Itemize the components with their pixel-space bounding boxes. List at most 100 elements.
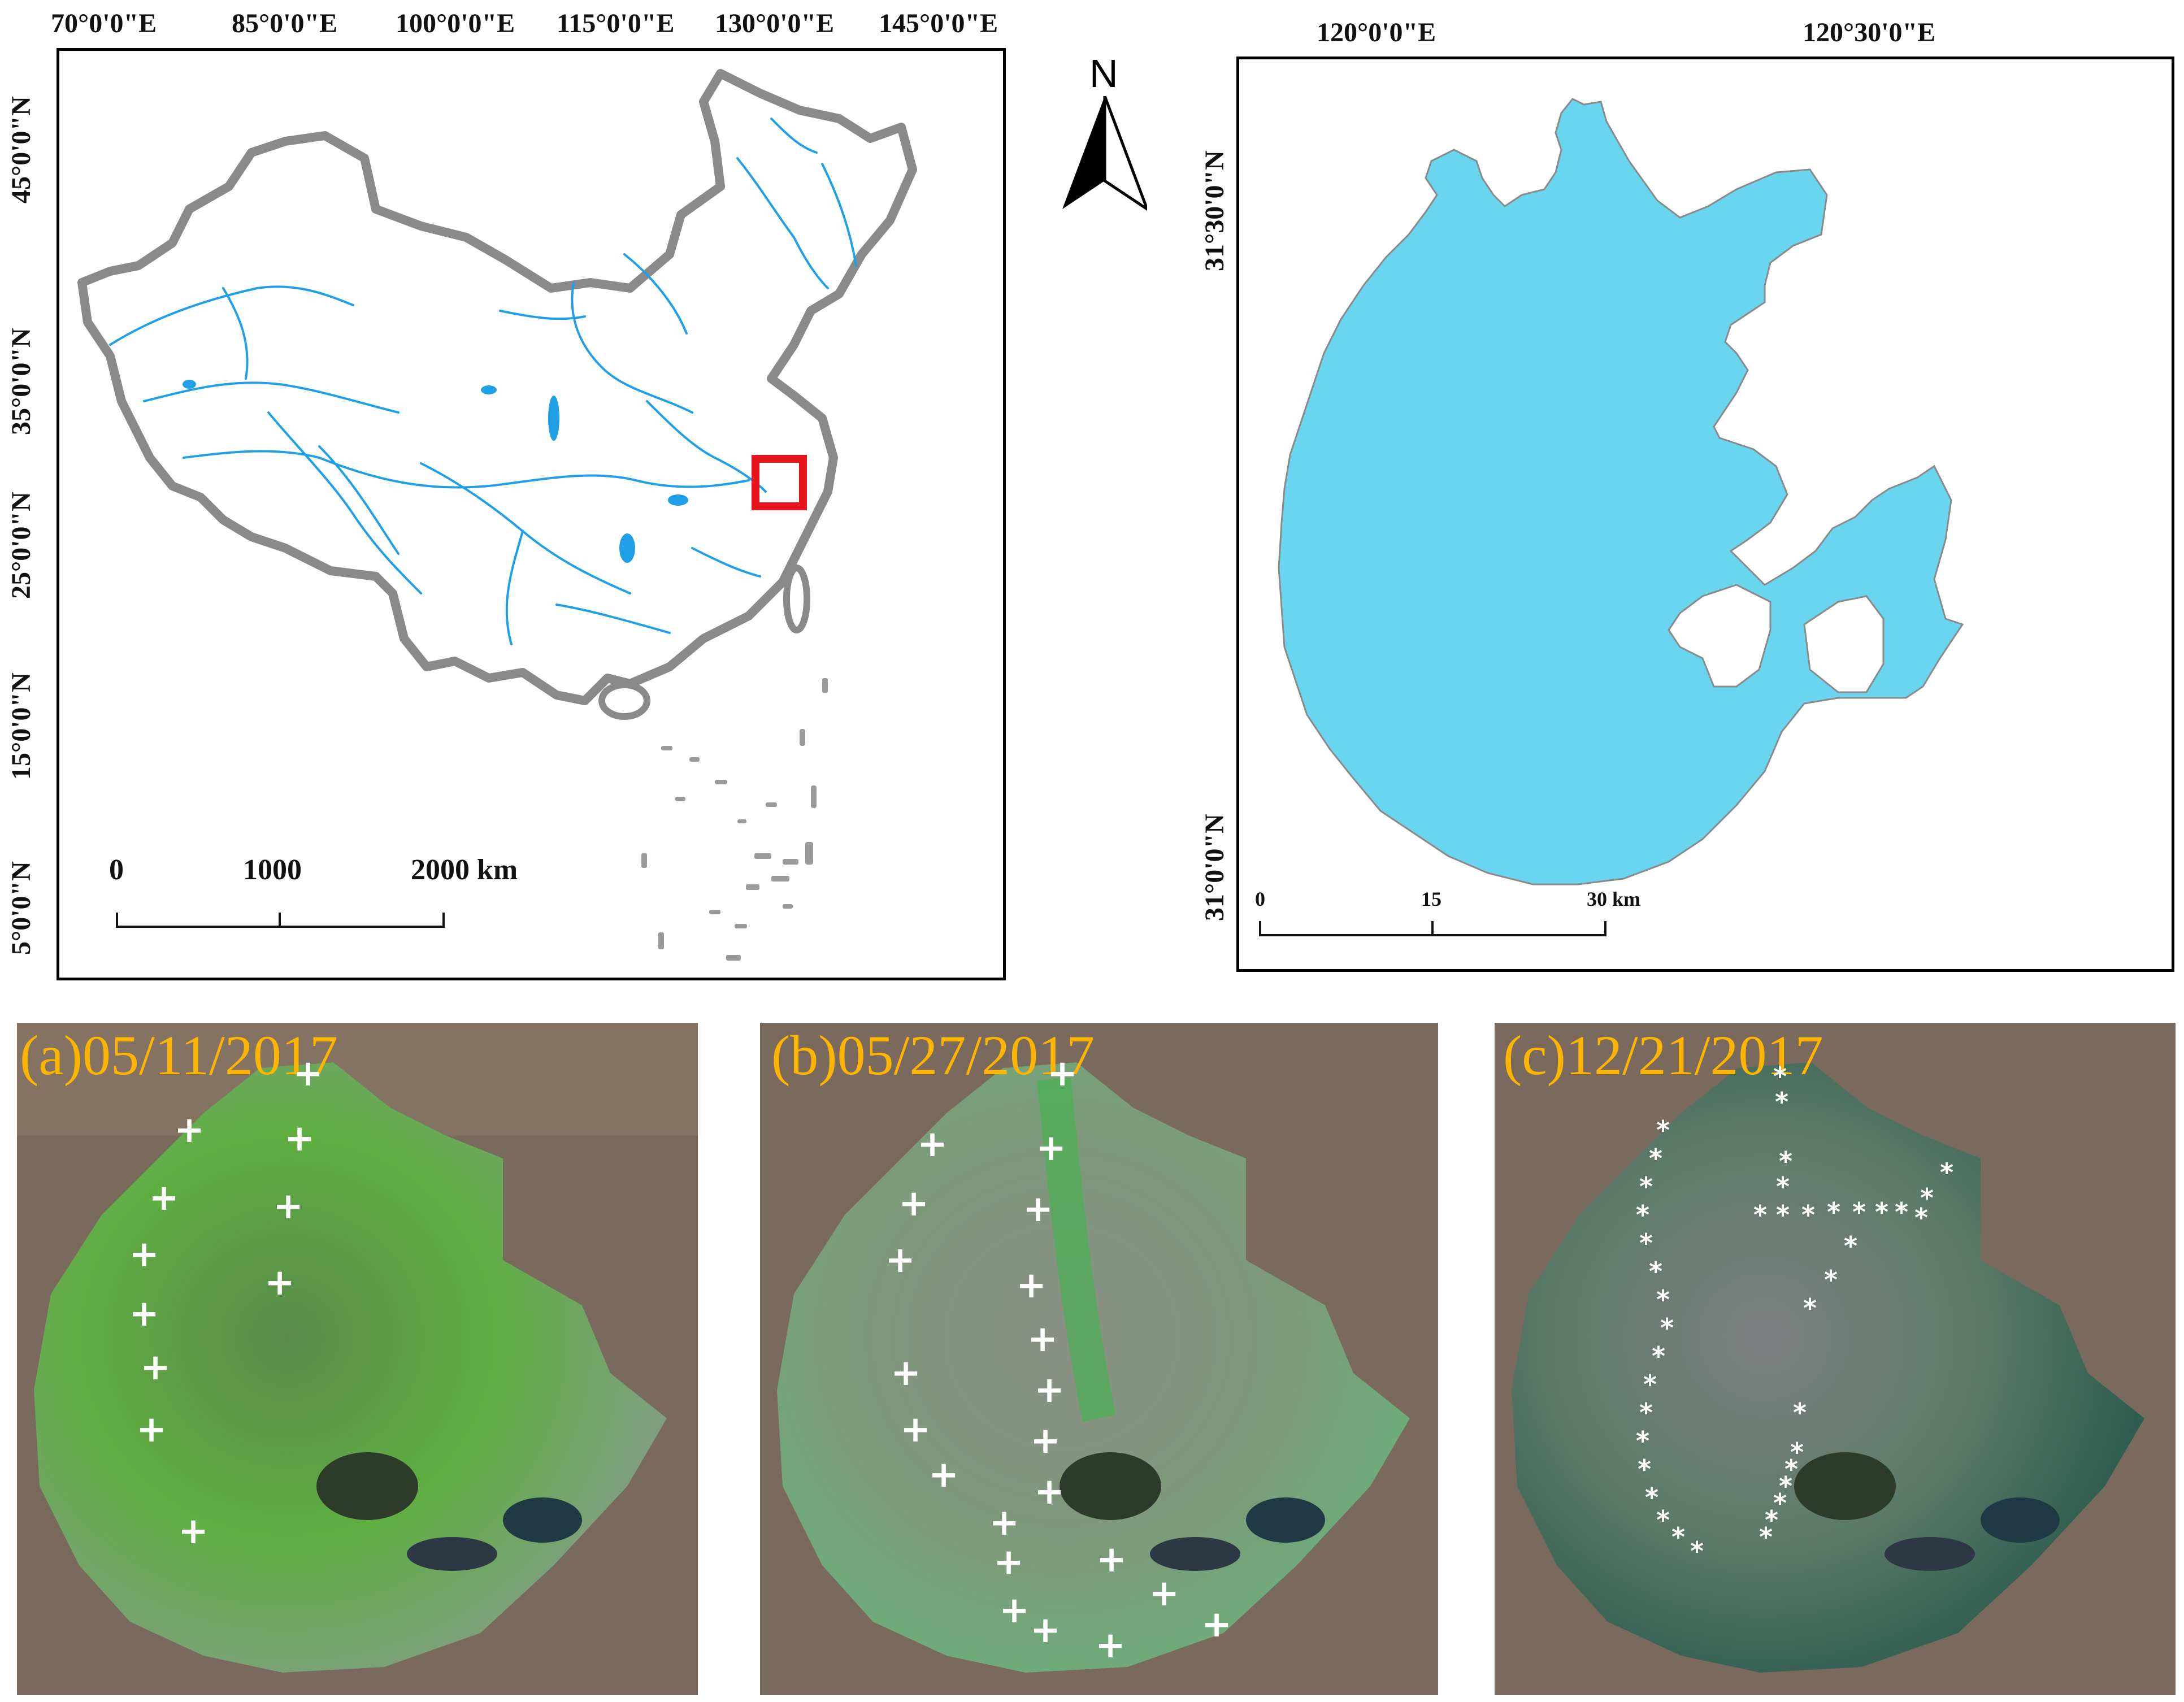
plus-icon: +	[1034, 1471, 1065, 1513]
star-icon: *	[1914, 1202, 1929, 1233]
star-icon: *	[1826, 1197, 1841, 1227]
plus-icon: +	[1201, 1604, 1232, 1645]
star-icon: *	[1894, 1197, 1909, 1227]
plus-icon: +	[1096, 1539, 1127, 1581]
north-arrow: N	[1062, 51, 1147, 220]
lake-blob	[548, 396, 559, 441]
star-icon: *	[1803, 1293, 1817, 1323]
star-icon: *	[1778, 1471, 1793, 1501]
plus-icon: +	[129, 1234, 159, 1275]
plus-icon: +	[885, 1239, 915, 1281]
plus-icon: +	[1034, 1369, 1065, 1411]
panel-a-title: (a)05/11/2017	[20, 1024, 338, 1087]
south-sea-islands	[641, 678, 828, 961]
lake-scale-end: 30 km	[1587, 888, 1641, 910]
plus-icon: +	[917, 1123, 948, 1165]
star-icon: *	[1671, 1522, 1686, 1552]
plus-icon: +	[1036, 1127, 1066, 1169]
star-icon: *	[1790, 1437, 1804, 1467]
satellite-panel-b: (b)05/27/2017 + + + + + + + + + + + + + …	[760, 1023, 1438, 1695]
star-icon: *	[1939, 1157, 1954, 1188]
plus-icon: +	[1047, 1053, 1078, 1095]
taiwan-island	[783, 565, 810, 633]
china-lat-label: 5°0'0"N	[6, 861, 36, 955]
plus-icon: +	[129, 1293, 159, 1335]
star-icon: *	[1920, 1183, 1934, 1213]
star-icon: *	[1852, 1197, 1866, 1227]
china-lon-label: 85°0'0"E	[232, 8, 338, 38]
plus-icon: +	[1095, 1625, 1126, 1666]
plus-icon: +	[1027, 1318, 1058, 1360]
hainan-island	[598, 681, 650, 720]
lake-map-frame: 0 15 30 km	[1236, 57, 2174, 972]
panel-b-title: (b)05/27/2017	[771, 1024, 1095, 1087]
star-icon: *	[1764, 1505, 1779, 1535]
china-lon-label: 130°0'0"E	[715, 8, 835, 38]
plus-icon: +	[928, 1454, 959, 1496]
star-icon: *	[1759, 1522, 1773, 1552]
plus-icon: +	[136, 1409, 167, 1451]
plus-icon: +	[900, 1409, 931, 1451]
plus-icon: +	[149, 1177, 179, 1219]
star-icon: *	[1651, 1341, 1666, 1371]
china-lat-label: 25°0'0"N	[6, 492, 36, 599]
north-arrow-icon	[1062, 96, 1147, 211]
star-icon: *	[1648, 1143, 1663, 1174]
plus-icon: +	[999, 1590, 1030, 1631]
panel-c-title: (c)12/21/2017	[1503, 1024, 1823, 1087]
plus-icon: +	[989, 1502, 1019, 1544]
satellite-image-c	[1495, 1023, 2176, 1695]
star-icon: *	[1753, 1200, 1768, 1230]
lake-map-figure: 120°0'0"E 120°30'0"E 31°30'0"N 31°0'0"N …	[1187, 0, 2184, 983]
china-map-figure: 70°0'0"E 85°0'0"E 100°0'0"E 115°0'0"E 13…	[0, 0, 1045, 983]
lake-lat-label: 31°30'0"N	[1200, 150, 1230, 271]
china-lon-label: 100°0'0"E	[396, 8, 515, 38]
star-icon: *	[1773, 1488, 1787, 1518]
lake-scale-zero: 0	[1255, 888, 1265, 910]
star-icon: *	[1637, 1454, 1652, 1484]
china-lon-label: 70°0'0"E	[51, 8, 157, 38]
china-scale-mid: 1000	[243, 854, 302, 886]
star-icon: *	[1843, 1231, 1858, 1261]
china-lat-label: 35°0'0"N	[6, 328, 36, 435]
china-scale-bar	[116, 913, 445, 928]
lake-lat-label: 31°0'0"N	[1200, 814, 1230, 921]
china-lat-label: 15°0'0"N	[6, 672, 36, 780]
star-icon: *	[1778, 1146, 1793, 1176]
plus-icon: +	[174, 1109, 205, 1151]
star-icon: *	[1823, 1265, 1838, 1295]
star-icon: *	[1775, 1171, 1790, 1202]
plus-icon: +	[1023, 1188, 1053, 1230]
star-icon: *	[1656, 1284, 1670, 1315]
star-icon: *	[1643, 1369, 1657, 1400]
china-scale-end: 2000 km	[411, 854, 518, 886]
star-icon: *	[1792, 1397, 1807, 1428]
china-map-svg	[77, 69, 917, 961]
plus-icon: +	[898, 1183, 929, 1225]
star-icon: *	[1801, 1200, 1816, 1230]
satellite-image-b	[760, 1023, 1438, 1695]
plus-icon: +	[178, 1510, 209, 1552]
lake-blob	[619, 533, 635, 563]
plus-icon: +	[1030, 1609, 1061, 1651]
plus-icon: +	[891, 1352, 921, 1394]
plus-icon: +	[140, 1347, 171, 1388]
plus-icon: +	[993, 1542, 1024, 1583]
star-icon: *	[1656, 1505, 1670, 1535]
star-icon: *	[1773, 1061, 1787, 1092]
star-icon: *	[1639, 1171, 1653, 1202]
star-icon: *	[1639, 1397, 1653, 1428]
plus-icon: +	[264, 1262, 295, 1304]
lake-island	[1668, 584, 1771, 688]
china-lon-label: 145°0'0"E	[879, 8, 998, 38]
star-icon: *	[1784, 1454, 1799, 1484]
plus-icon: +	[284, 1118, 315, 1160]
star-icon: *	[1639, 1228, 1653, 1258]
lake-blob	[481, 385, 497, 394]
lake-blob	[183, 380, 196, 389]
china-lon-label: 115°0'0"E	[557, 8, 675, 38]
star-icon: *	[1644, 1482, 1659, 1513]
plus-icon: +	[273, 1186, 303, 1227]
lake-bay	[1803, 595, 1885, 693]
north-arrow-label: N	[1089, 51, 1118, 95]
